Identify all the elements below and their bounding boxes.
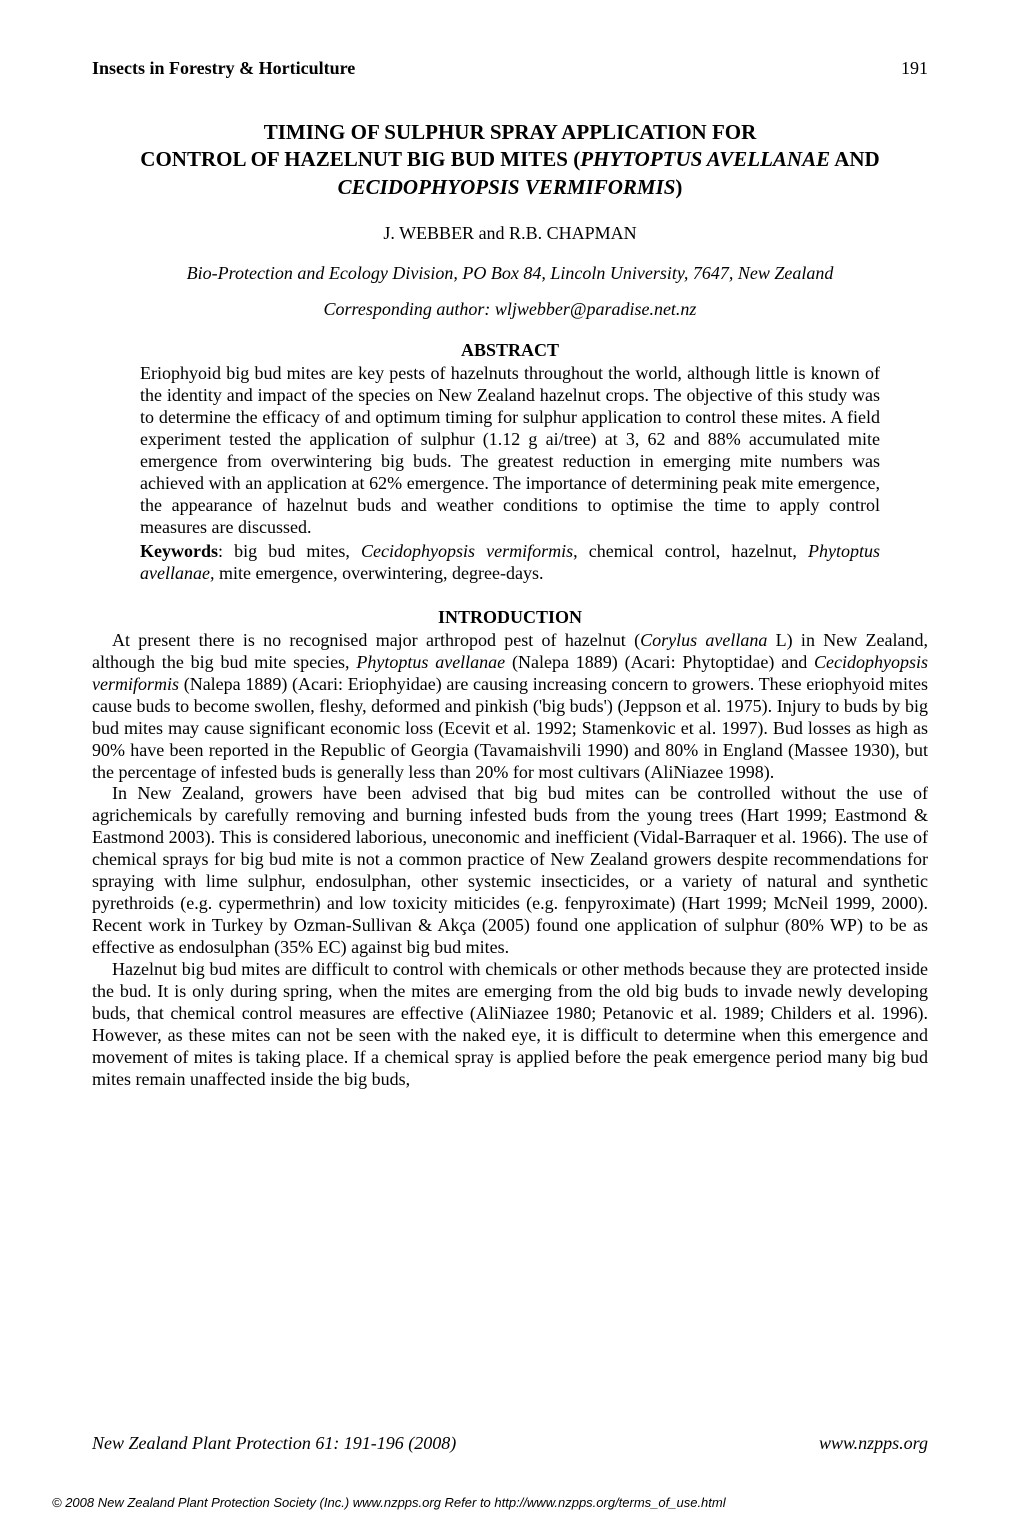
paper-title: TIMING OF SULPHUR SPRAY APPLICATION FOR … (92, 119, 928, 201)
title-plain-1: TIMING OF SULPHUR SPRAY APPLICATION FOR (264, 120, 757, 144)
keywords-label: Keywords (140, 541, 218, 561)
keywords-i1: Cecidophyopsis vermiformis (361, 541, 573, 561)
intro-para-3: Hazelnut big bud mites are difficult to … (92, 959, 928, 1091)
p1-i2: Phytoptus avellanae (356, 652, 505, 672)
footer-citation: New Zealand Plant Protection 61: 191-196… (92, 1433, 456, 1454)
introduction-heading: INTRODUCTION (92, 607, 928, 628)
intro-para-1: At present there is no recognised major … (92, 630, 928, 784)
title-plain-3: AND (830, 147, 880, 171)
affiliation: Bio-Protection and Ecology Division, PO … (92, 262, 928, 285)
title-plain-4: ) (675, 175, 682, 199)
title-plain-2: CONTROL OF HAZELNUT BIG BUD MITES ( (140, 147, 580, 171)
keywords-p3: mite emergence, overwintering, degree-da… (214, 563, 543, 583)
footer-site: www.nzpps.org (819, 1433, 928, 1454)
authors: J. WEBBER and R.B. CHAPMAN (92, 223, 928, 244)
footer: New Zealand Plant Protection 61: 191-196… (92, 1433, 928, 1454)
p1-p3: (Nalepa 1889) (Acari: Phytoptidae) and (505, 652, 814, 672)
p1-p4: (Nalepa 1889) (Acari: Eriophyidae) are c… (92, 674, 928, 782)
abstract-heading: ABSTRACT (92, 340, 928, 361)
p1-i1: Corylus avellana (640, 630, 767, 650)
abstract-body: Eriophyoid big bud mites are key pests o… (92, 363, 928, 539)
p1-p1: At present there is no recognised major … (112, 630, 640, 650)
copyright-line: © 2008 New Zealand Plant Protection Soci… (52, 1495, 968, 1510)
keywords-p2: , chemical control, hazelnut, (573, 541, 808, 561)
header-section: Insects in Forestry & Horticulture (92, 58, 355, 79)
running-header: Insects in Forestry & Horticulture 191 (92, 58, 928, 79)
intro-para-2: In New Zealand, growers have been advise… (92, 783, 928, 959)
keywords-p1: : big bud mites, (218, 541, 361, 561)
keywords: Keywords: big bud mites, Cecidophyopsis … (92, 541, 928, 585)
corresponding-author: Corresponding author: wljwebber@paradise… (92, 299, 928, 320)
title-italic-1: PHYTOPTUS AVELLANAE (580, 147, 830, 171)
title-italic-2: CECIDOPHYOPSIS VERMIFORMIS (338, 175, 676, 199)
page-number: 191 (901, 58, 928, 79)
